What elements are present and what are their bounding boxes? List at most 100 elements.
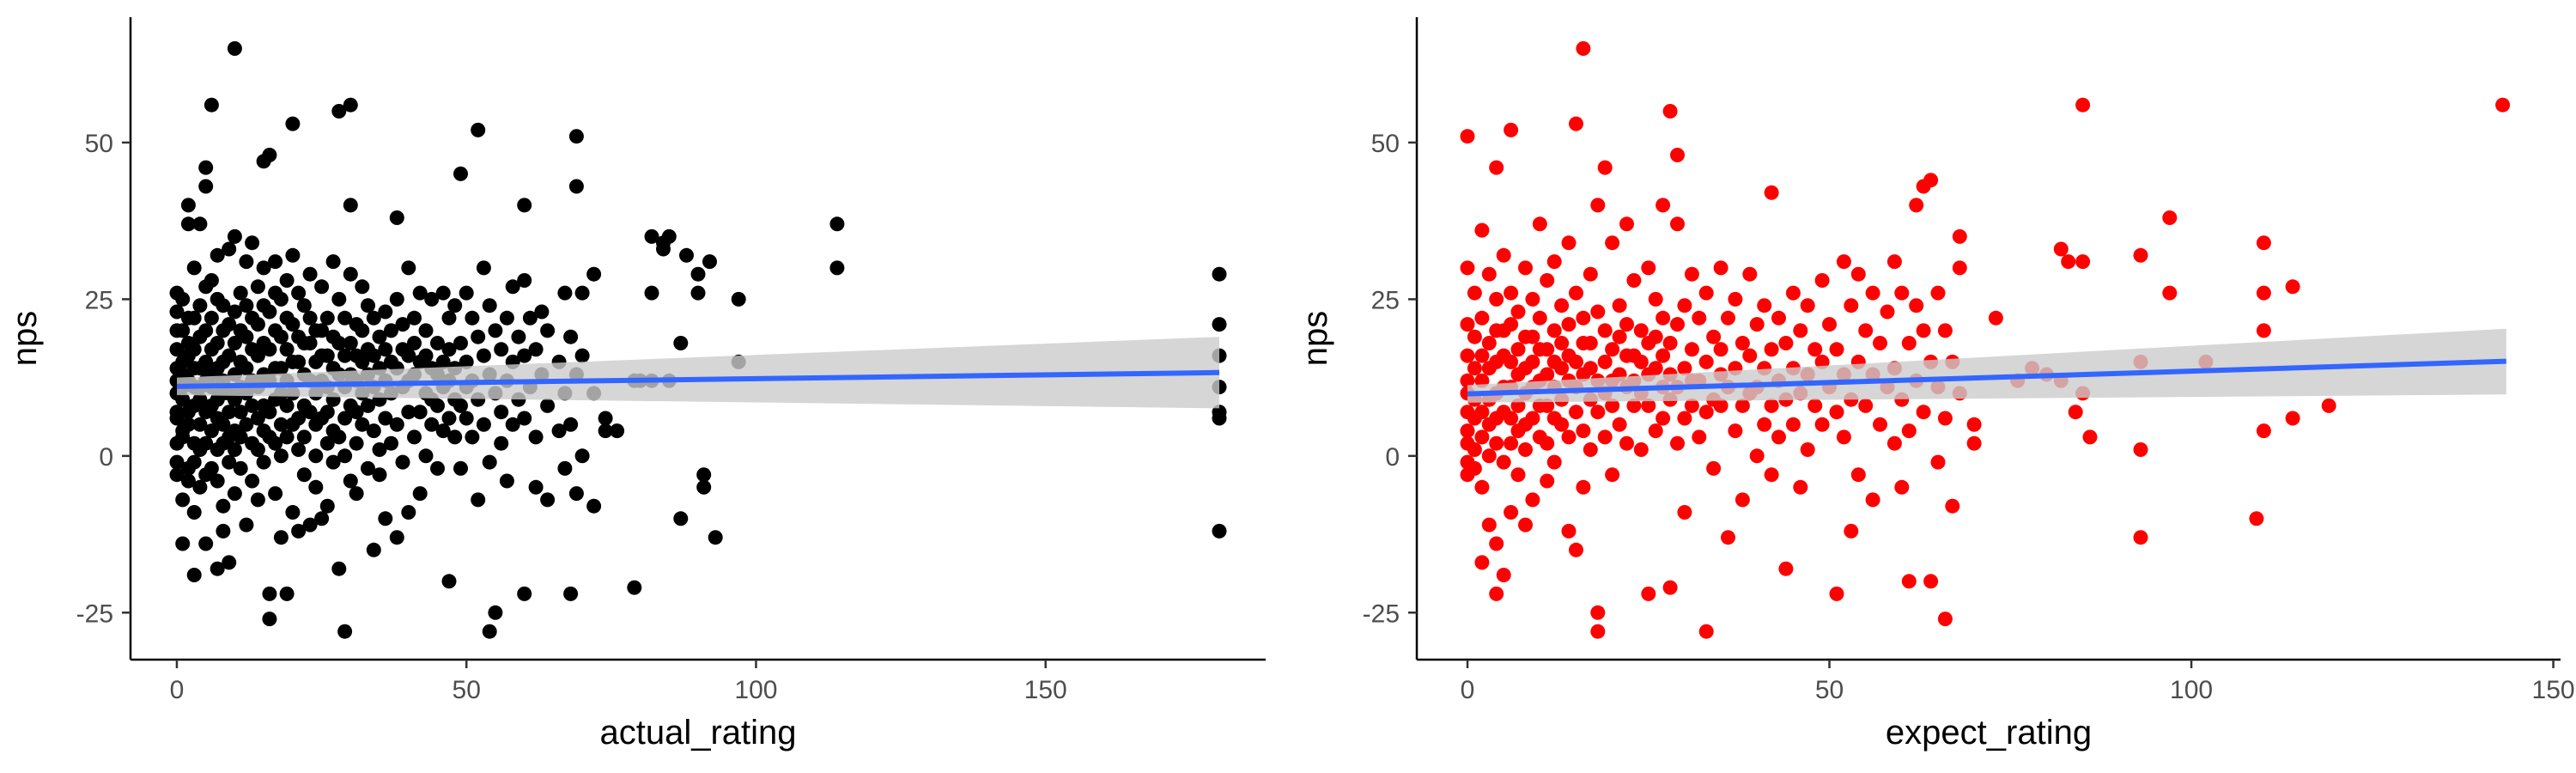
left-data-point [180,216,196,232]
right-data-point [1916,323,1931,338]
left-data-point [702,254,717,270]
left-data-point [337,411,353,426]
right-data-point [1677,298,1692,313]
right-data-point [1648,291,1663,307]
left-data-point [540,492,556,508]
right-data-point [1605,398,1620,413]
right-data-point [1626,398,1642,413]
right-data-point [2256,323,2271,338]
right-data-point [1684,398,1699,413]
right-data-point [1525,291,1540,307]
right-data-point [1698,354,1714,369]
left-data-point [325,454,341,470]
left-data-point [169,467,185,483]
right-data-point [1945,498,1960,514]
right-trend-line [1467,358,2506,397]
right-data-point [1901,574,1917,589]
right-data-point [1713,398,1728,413]
left-data-point [291,285,307,301]
right-data-point [2133,530,2148,545]
left-data-point [222,317,237,332]
right-data-point [1923,574,1939,589]
right-data-point [2285,279,2300,295]
left-data-point [308,448,324,464]
left-data-point [175,392,191,407]
left-data-point [517,273,532,288]
left-data-point [372,467,387,483]
left-data-point [361,298,375,313]
right-data-point [1467,361,1482,376]
right-data-point [1576,423,1591,439]
right-data-point [1713,260,1728,276]
right-data-point [1952,228,1967,244]
left-data-point [407,429,422,445]
left-data-point [540,323,556,338]
left-data-point [511,329,526,344]
left-data-point [517,198,532,213]
left-data-point [204,460,219,476]
left-data-point [302,266,318,282]
left-data-point [180,473,196,489]
right-data-point [1937,612,1953,627]
left-data-point [302,336,318,350]
left-data-point [627,580,642,595]
right-data-point [1496,568,1511,582]
right-data-point [1728,291,1743,307]
left-data-point [476,260,491,276]
right-data-point [1633,354,1649,369]
left-data-point [505,279,520,295]
right-data-point [2495,97,2511,113]
right-data-point [1576,479,1591,495]
left-data-point [233,285,248,301]
left-data-point [302,517,318,533]
right-data-point [1460,260,1475,276]
right-data-point [1670,317,1685,332]
right-data-point [1858,398,1874,413]
left-data-point [285,247,301,263]
right-data-point [1612,417,1627,432]
left-data-point [407,310,422,326]
right-data-point [1569,116,1583,131]
right-data-point [2075,254,2091,270]
left-data-point [285,505,301,520]
right-data-point [1742,348,1758,363]
left-data-point [273,291,289,307]
left-data-point [325,254,341,270]
right-data-point [1474,405,1490,420]
right-data-point [1633,442,1649,457]
right-data-point [1937,323,1953,338]
left-data-point [204,310,219,326]
right-data-point [1474,429,1490,445]
right-data-point [1692,310,1707,326]
right-data-point [1844,298,1859,313]
right-data-point [2256,285,2271,301]
right-data-point [1525,411,1540,426]
left-data-point [690,266,706,282]
left-data-point [262,304,277,320]
left-data-point [285,116,301,131]
left-data-point [198,536,214,551]
left-data-point [471,122,486,137]
right-data-point [1597,429,1613,445]
left-data-point [227,336,242,350]
left-data-point [829,260,845,276]
left-data-point [517,586,532,601]
left-data-point [679,247,694,263]
right-data-point [1540,435,1555,451]
right-data-point [1583,361,1598,376]
right-data-point [1735,492,1750,508]
right-data-point [1656,411,1671,426]
right-data-point [1546,454,1562,470]
right-data-point [1489,586,1504,601]
left-data-point [499,473,514,489]
left-data-point [245,398,260,413]
left-data-point [441,342,457,357]
left-data-point [262,586,277,601]
left-data-point [343,336,358,350]
right-data-point [1605,342,1620,357]
left-data-point [389,291,404,307]
left-data-point [459,285,474,301]
left-data-point [644,228,659,244]
right-data-point [1706,460,1722,476]
right-data-point [1460,423,1475,439]
